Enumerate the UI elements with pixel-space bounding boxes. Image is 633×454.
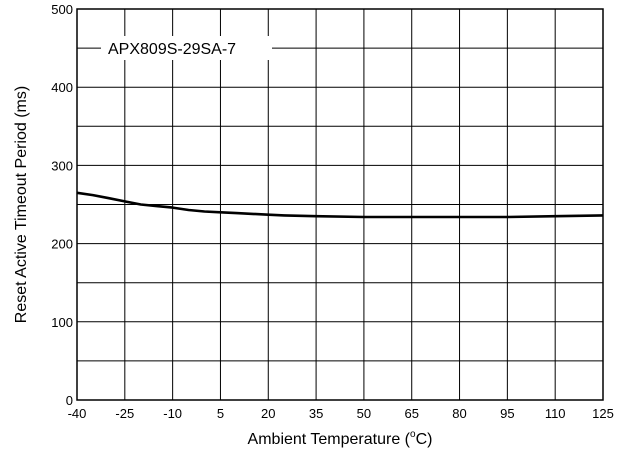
y-tick-label: 100	[51, 315, 73, 330]
legend-background	[101, 36, 272, 60]
legend: APX809S-29SA-7	[101, 36, 272, 60]
x-tick-label: 95	[500, 406, 514, 421]
y-tick-label: 500	[51, 2, 73, 17]
x-axis-title-text: Ambient Temperature (	[248, 431, 411, 448]
x-tick-label: -25	[115, 406, 134, 421]
series-line	[76, 191, 604, 219]
x-tick-label: 50	[357, 406, 371, 421]
y-tick-label: 300	[51, 158, 73, 173]
x-tick-label: 20	[261, 406, 275, 421]
x-tick-label: 125	[592, 406, 614, 421]
y-axis-title: Reset Active Timeout Period (ms)	[13, 86, 30, 323]
x-tick-labels: -40 -25 -10 5 20 35 50 65 80 95 110 125	[68, 406, 614, 421]
plot-frame	[76, 8, 604, 401]
y-tick-label: 200	[51, 237, 73, 252]
x-tick-label: 5	[217, 406, 224, 421]
grid-lines	[76, 8, 604, 401]
x-tick-label: 80	[452, 406, 466, 421]
x-axis-title-degree: o	[410, 429, 416, 440]
x-axis-title-unit: C)	[416, 431, 433, 448]
x-tick-label: 35	[309, 406, 323, 421]
series-layer	[76, 191, 604, 219]
y-tick-label: 400	[51, 80, 73, 95]
y-tick-labels: 0 100 200 300 400 500	[51, 2, 73, 408]
x-axis-title: Ambient Temperature (oC)	[248, 429, 433, 448]
x-tick-label: -40	[68, 406, 87, 421]
x-tick-label: 65	[404, 406, 418, 421]
y-tick-label: 0	[66, 393, 73, 408]
x-tick-label: -10	[163, 406, 182, 421]
legend-label: APX809S-29SA-7	[108, 41, 236, 58]
x-tick-label: 110	[545, 406, 566, 421]
